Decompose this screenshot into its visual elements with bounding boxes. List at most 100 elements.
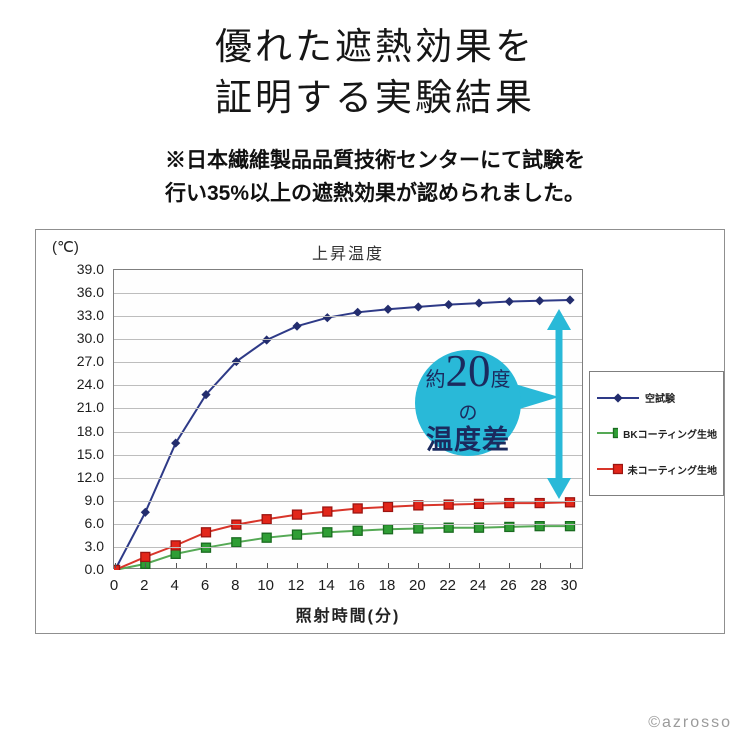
data-point-square bbox=[612, 463, 623, 475]
x-tick-mark bbox=[509, 563, 511, 568]
gridline bbox=[114, 477, 582, 479]
series-line bbox=[114, 525, 570, 570]
y-axis-unit-label: (℃) bbox=[52, 239, 79, 256]
x-tick-mark bbox=[175, 563, 177, 568]
gridline bbox=[114, 293, 582, 295]
data-point-square bbox=[443, 522, 454, 533]
data-point-diamond bbox=[535, 296, 545, 306]
y-tick-label: 30.0 bbox=[76, 330, 104, 347]
x-tick-label: 16 bbox=[348, 577, 365, 594]
legend-label: 空試験 bbox=[645, 394, 675, 406]
data-point-diamond bbox=[201, 390, 211, 400]
annotation-line1: 約20度 bbox=[425, 348, 511, 402]
x-tick-label: 26 bbox=[499, 577, 517, 594]
data-point-square bbox=[382, 524, 394, 535]
annotation-bottom: 温度差 bbox=[426, 424, 510, 455]
legend-item: BKコーティング生地 bbox=[596, 426, 717, 441]
annotation-middle: の bbox=[458, 402, 478, 424]
x-tick-label: 30 bbox=[560, 577, 578, 594]
data-point-diamond bbox=[444, 300, 454, 310]
y-tick-label: 0.0 bbox=[84, 561, 104, 577]
x-tick-label: 10 bbox=[257, 577, 274, 594]
data-point-square bbox=[200, 527, 212, 538]
annotation-balloon: 約20度 の 温度差 bbox=[415, 348, 521, 456]
data-point-square bbox=[322, 506, 333, 517]
data-point-square bbox=[413, 523, 424, 534]
data-point-diamond bbox=[474, 298, 484, 308]
x-tick-mark bbox=[327, 563, 329, 568]
gridline bbox=[114, 523, 582, 525]
x-tick-mark bbox=[266, 563, 268, 568]
data-point-diamond bbox=[504, 296, 514, 307]
x-axis-label: 照射時間(分) bbox=[295, 608, 401, 625]
data-point-diamond bbox=[565, 295, 575, 305]
data-point-square bbox=[534, 521, 545, 532]
annotation-suffix: 度 bbox=[490, 368, 511, 391]
annotation-prefix: 約 bbox=[425, 368, 446, 391]
series-line bbox=[114, 299, 571, 570]
data-point-diamond bbox=[413, 302, 423, 312]
x-tick-mark bbox=[539, 563, 541, 568]
gridline bbox=[114, 408, 582, 410]
gridline bbox=[114, 339, 582, 341]
series-line bbox=[114, 501, 571, 570]
data-point-square bbox=[413, 500, 424, 511]
x-tick-mark bbox=[570, 563, 571, 568]
legend-item: 未コーティング生地 bbox=[596, 462, 717, 477]
data-point-square bbox=[170, 540, 181, 551]
data-point-square bbox=[352, 525, 363, 536]
certification-note: ※日本繊維製品品質技術センターにて試験を 行い35%以上の遮熱効果が認められまし… bbox=[0, 144, 750, 210]
data-point-square bbox=[170, 548, 181, 559]
data-point-square bbox=[504, 521, 515, 533]
y-tick-label: 39.0 bbox=[76, 261, 104, 277]
certification-note-line2: 行い35%以上の遮熱効果が認められました。 bbox=[164, 182, 586, 205]
data-point-square bbox=[564, 497, 576, 508]
line-series-plot bbox=[114, 295, 576, 570]
data-point-square bbox=[473, 522, 485, 533]
gridline bbox=[114, 362, 582, 364]
gridline bbox=[114, 546, 582, 548]
y-tick-label: 9.0 bbox=[84, 491, 104, 508]
legend-swatch bbox=[597, 393, 639, 403]
data-point-diamond bbox=[292, 321, 302, 331]
y-tick-label: 36.0 bbox=[76, 284, 104, 301]
y-tick-label: 15.0 bbox=[76, 445, 104, 462]
gridline bbox=[114, 454, 582, 456]
gridline bbox=[114, 500, 582, 502]
x-tick-mark bbox=[418, 563, 420, 568]
legend-label: 未コーティング生地 bbox=[627, 465, 717, 477]
data-point-diamond bbox=[383, 304, 393, 314]
data-point-diamond bbox=[613, 393, 623, 403]
legend-label: BKコーティング生地 bbox=[623, 429, 717, 441]
data-point-square bbox=[140, 551, 151, 563]
x-tick-label: 2 bbox=[140, 577, 149, 594]
x-tick-mark bbox=[145, 563, 147, 568]
data-point-square bbox=[473, 498, 485, 509]
x-tick-label: 8 bbox=[231, 577, 240, 594]
data-point-diamond bbox=[322, 313, 332, 323]
x-tick-label: 0 bbox=[109, 577, 119, 594]
temperature-difference-arrow bbox=[547, 309, 571, 499]
x-tick-label: 20 bbox=[408, 577, 426, 594]
y-tick-label: 18.0 bbox=[76, 422, 104, 439]
gridline bbox=[114, 316, 582, 318]
y-tick-label: 6.0 bbox=[84, 514, 104, 531]
data-point-square bbox=[261, 532, 272, 543]
y-tick-label: 24.0 bbox=[76, 376, 104, 393]
data-point-square bbox=[534, 497, 545, 509]
chart-title: 上昇温度 bbox=[311, 246, 384, 263]
x-tick-mark bbox=[479, 563, 480, 568]
x-tick-mark bbox=[297, 563, 298, 568]
data-point-square bbox=[612, 428, 619, 439]
x-tick-mark bbox=[357, 563, 359, 568]
x-tick-label: 14 bbox=[317, 577, 335, 594]
y-tick-label: 27.0 bbox=[76, 353, 104, 370]
chart-legend: 空試験 BKコーティング生地 未コーティング生地 bbox=[589, 371, 724, 496]
x-tick-label: 12 bbox=[287, 577, 305, 594]
data-point-square bbox=[504, 497, 515, 509]
x-tick-mark bbox=[236, 563, 238, 568]
gridline bbox=[114, 431, 582, 433]
page-title-line1: 優れた遮熱効果を bbox=[215, 27, 535, 68]
x-tick-label: 22 bbox=[439, 577, 456, 594]
certification-note-line1: ※日本繊維製品品質技術センターにて試験を bbox=[165, 149, 585, 172]
